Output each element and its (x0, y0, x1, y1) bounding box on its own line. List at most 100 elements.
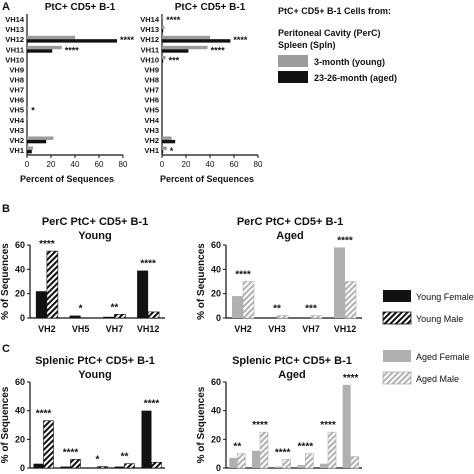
b_right-y-axis-label: % of Sequences (196, 243, 207, 320)
panel-label-b: B (2, 203, 10, 215)
a_left-x-tick-label: 20 (47, 160, 56, 169)
a_right-bar-aged (162, 29, 164, 33)
b_left-significance-label: ** (110, 302, 118, 313)
a_right-significance-label: *** (169, 55, 180, 65)
a_left-category-label: VH3 (9, 126, 24, 135)
c_right-bar-female (274, 466, 283, 468)
a_left-significance-label: * (31, 106, 35, 116)
c_right-significance-label: **** (252, 420, 268, 431)
b_left-bar-male (114, 314, 126, 319)
a_right-category-label: VH2 (144, 136, 159, 145)
a_left-x-tick-label: 60 (95, 160, 104, 169)
c_left-bar-female (33, 463, 44, 468)
a_right-category-label: VH6 (144, 96, 159, 105)
c_left-significance-label: **** (63, 447, 79, 458)
c_right-significance-label: **** (320, 420, 336, 431)
b_left-category-label: VH2 (38, 324, 56, 334)
chart-c-right-subtitle: Aged (278, 369, 306, 381)
b_left-bar-female (35, 291, 47, 318)
a_right-category-label: VH12 (140, 35, 159, 44)
chart-b-left-subtitle: Young (78, 230, 111, 242)
a_left-bar-aged (27, 39, 117, 43)
c_right-bar-female (320, 463, 328, 468)
a_right-x-tick-label: 0 (160, 160, 165, 169)
c_right-bar-male (259, 431, 269, 469)
chart-a-right-title: PtC+ CD5+ B-1 (175, 2, 246, 13)
b_right-bar-female (334, 247, 345, 318)
c_left-bar-female (114, 466, 125, 468)
a_left-category-label: VH8 (9, 75, 24, 84)
a_left-bar-aged (27, 149, 32, 154)
legend-label-aged-male: Aged Male (416, 374, 459, 384)
chart-b-right-subtitle: Aged (276, 230, 304, 242)
c_right-y-tick-label: 60 (211, 377, 221, 387)
legend-swatch-aged-female (383, 350, 411, 362)
chart-a-left-xlabel: Percent of Sequences (20, 174, 114, 184)
b_right-category-label: VH2 (234, 324, 252, 334)
a_right-bar-aged (162, 59, 164, 63)
b_left-significance-label: * (79, 304, 83, 315)
a_left-x-tick-label: 0 (25, 160, 30, 169)
a_left-category-label: VH1 (9, 146, 24, 155)
a_right-significance-label: **** (211, 45, 226, 55)
chart-c-right-title: Splenic PtC+ CD5+ B-1 (232, 355, 352, 367)
legend-a-title-1: PtC+ CD5+ B-1 Cells from: (278, 6, 391, 16)
a_left-bar-aged (27, 139, 47, 144)
a_left-category-label: VH9 (9, 65, 24, 74)
b_right-bar-male (344, 281, 357, 319)
c_left-significance-label: **** (36, 409, 52, 420)
b_right-category-label: VH7 (302, 324, 320, 334)
chart-c-left-subtitle: Young (78, 369, 111, 381)
a_right-significance-label: **** (233, 35, 248, 45)
a_right-x-tick-label: 40 (206, 160, 215, 169)
legend-swatch-aged-male (382, 371, 412, 385)
a_right-bar-young (162, 25, 165, 30)
c_right-bar-female (229, 457, 238, 468)
a_left-category-label: VH14 (5, 15, 25, 24)
a_left-significance-label: **** (65, 45, 80, 55)
a_left-category-label: VH5 (9, 106, 24, 115)
c_left-bar-male (97, 466, 108, 469)
c_left-significance-label: **** (144, 399, 160, 410)
c_left-bar-male (70, 459, 81, 469)
a_right-category-label: VH13 (140, 25, 159, 34)
a_right-bar-young (162, 45, 208, 50)
b_right-y-tick-label: 60 (211, 240, 221, 250)
c_right-significance-label: **** (275, 447, 291, 458)
b_right-bar-male (276, 315, 289, 319)
a_right-category-label: VH8 (144, 75, 159, 84)
panel-label-a: A (2, 1, 10, 13)
a_left-category-label: VH4 (9, 116, 24, 125)
a_right-x-tick-label: 20 (182, 160, 191, 169)
legend-swatch-young (278, 55, 308, 67)
c_left-y-tick-label: 60 (15, 377, 25, 387)
a_left-bar-young (27, 106, 29, 110)
a_right-bar-young (162, 146, 167, 150)
legend-swatch-young-female (383, 290, 411, 302)
c_right-bar-female (297, 465, 306, 468)
a_left-category-label: VH6 (9, 96, 24, 105)
c_right-significance-label: **** (298, 442, 314, 453)
a_right-x-tick-label: 80 (254, 160, 263, 169)
a_left-bar-young (27, 136, 54, 140)
b_left-category-label: VH5 (72, 324, 90, 334)
plots-layer: 0 20 40 60 80VH1VH2VH3VH4VH5VH6VH7VH8VH9VH10… (0, 14, 362, 473)
legend-swatch-young-male (382, 311, 412, 325)
b_left-y-tick-label: 20 (15, 289, 25, 299)
a_right-category-label: VH10 (140, 55, 159, 64)
chart-b-left-title: PerC PtC+ CD5+ B-1 (42, 216, 148, 228)
b_left-significance-label: **** (39, 239, 55, 250)
a_left-category-label: VH11 (6, 45, 24, 54)
b_right-significance-label: **** (235, 270, 251, 281)
chart-c-left-title: Splenic PtC+ CD5+ B-1 (35, 355, 155, 367)
legend-swatch-aged (278, 71, 308, 83)
a_left-category-label: VH7 (9, 86, 24, 95)
a_left-bar-young (27, 116, 29, 120)
c_left-y-axis-label: % of Sequences (0, 386, 11, 463)
b_left-bar-female (69, 315, 81, 318)
c_right-bar-male (350, 456, 359, 469)
c_right-bar-female (342, 384, 351, 468)
a_right-bar-young (162, 35, 210, 40)
c_left-y-tick-label: 0 (20, 463, 25, 473)
